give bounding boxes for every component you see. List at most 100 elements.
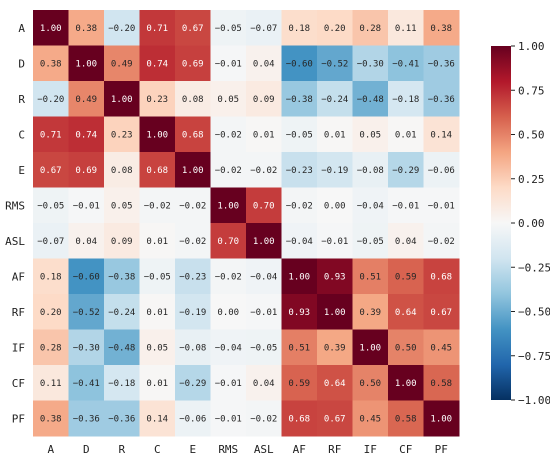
cell-value-label: 0.67 <box>324 414 346 424</box>
cell-value-label: 0.09 <box>111 237 133 247</box>
cell-value-label: 0.69 <box>75 166 97 176</box>
heatmap-cell-E-RMS <box>210 152 247 188</box>
heatmap-cell-E-AF <box>281 152 318 188</box>
heatmap-cell-PF-C <box>139 400 176 437</box>
cell-value-label: 0.70 <box>217 237 239 247</box>
heatmap-cell-AF-RF <box>317 258 353 295</box>
heatmap-cell-C-CF <box>388 116 424 153</box>
cell-value-label: 0.05 <box>146 343 168 353</box>
cell-value-label: 0.28 <box>40 343 62 353</box>
cell-value-label: −0.02 <box>215 130 242 140</box>
heatmap-cell-R-D <box>68 81 105 117</box>
heatmap-cell-IF-AF <box>281 329 318 366</box>
cell-value-label: −0.36 <box>73 414 100 424</box>
cell-value-label: −0.05 <box>215 24 242 34</box>
cell-value-label: −0.23 <box>179 272 206 282</box>
heatmap-cell-RMS-RF <box>317 187 353 224</box>
colorbar-tick-label: 0.25 <box>518 173 545 186</box>
cell-value-label: 0.49 <box>111 59 133 69</box>
heatmap-cell-R-C <box>139 81 176 117</box>
heatmap-cell-RF-AF <box>281 294 318 330</box>
heatmap-cell-PF-D <box>68 400 105 437</box>
heatmap-cell-AF-D <box>68 258 105 295</box>
cell-value-label: −0.01 <box>215 59 242 69</box>
cell-value-label: 0.64 <box>324 379 346 389</box>
heatmap-cell-IF-E <box>175 329 211 366</box>
heatmap-cell-AF-PF <box>423 258 460 295</box>
heatmap-cell-RF-IF <box>352 294 389 330</box>
heatmap-cell-E-ASL <box>246 152 282 188</box>
cell-value-label: −0.05 <box>286 130 313 140</box>
heatmap-cell-C-PF <box>423 116 460 153</box>
heatmap-cell-CF-D <box>68 365 105 401</box>
cell-value-label: 0.14 <box>430 130 452 140</box>
cell-value-label: 0.74 <box>146 59 168 69</box>
cell-value-label: 0.04 <box>395 237 417 247</box>
cell-value-label: −0.38 <box>286 95 313 105</box>
heatmap-cell-PF-RF <box>317 400 353 437</box>
heatmap-cell-RMS-RMS <box>210 187 247 224</box>
cell-value-label: −0.18 <box>392 95 419 105</box>
cell-value-label: 0.01 <box>146 237 168 247</box>
cell-value-label: −0.19 <box>179 308 206 318</box>
heatmap-cells: 1.00 0.38 −0.20 0.71 0.67 −0.05 −0.07 0.18 0.20 0… <box>33 10 460 437</box>
heatmap-cell-E-RF <box>317 152 353 188</box>
y-tick-label: PF <box>12 412 25 425</box>
heatmap-cell-RMS-CF <box>388 187 424 224</box>
x-tick-label: ASL <box>254 443 274 456</box>
cell-value-label: −0.38 <box>108 272 135 282</box>
cell-value-label: −0.41 <box>73 379 100 389</box>
cell-value-label: −0.52 <box>73 308 100 318</box>
cell-value-label: 0.68 <box>430 272 452 282</box>
heatmap-cell-C-IF <box>352 116 389 153</box>
heatmap-cell-C-ASL <box>246 116 282 153</box>
y-tick-label: CF <box>12 377 25 390</box>
cell-value-label: −0.18 <box>108 379 135 389</box>
colorbar-tick-label: 0.00 <box>518 217 545 230</box>
heatmap-cell-A-D <box>68 10 105 46</box>
cell-value-label: 0.45 <box>430 343 452 353</box>
cell-value-label: −0.60 <box>286 59 313 69</box>
cell-value-label: −0.41 <box>392 59 419 69</box>
heatmap-cell-AF-R <box>104 258 140 295</box>
heatmap-cell-ASL-A <box>33 223 69 259</box>
cell-value-label: 0.93 <box>288 308 310 318</box>
cell-value-label: 0.58 <box>430 379 452 389</box>
heatmap-cell-PF-R <box>104 400 140 437</box>
heatmap-cell-AF-E <box>175 258 211 295</box>
heatmap-cell-D-PF <box>423 45 460 82</box>
cell-value-label: 1.00 <box>430 414 452 424</box>
heatmap-cell-RMS-AF <box>281 187 318 224</box>
heatmap-cell-PF-PF <box>423 400 460 437</box>
heatmap-cell-IF-CF <box>388 329 424 366</box>
cell-value-label: −0.01 <box>250 308 277 318</box>
heatmap-cell-RMS-C <box>139 187 176 224</box>
cell-value-label: 0.04 <box>253 59 275 69</box>
heatmap-cell-AF-C <box>139 258 176 295</box>
cell-value-label: 0.09 <box>253 95 275 105</box>
cell-value-label: −0.01 <box>73 201 100 211</box>
cell-value-label: −0.01 <box>215 379 242 389</box>
heatmap-cell-AF-AF <box>281 258 318 295</box>
x-tick-label: CF <box>399 443 412 456</box>
x-tick-label: E <box>189 443 196 456</box>
heatmap-cell-A-E <box>175 10 211 46</box>
cell-value-label: −0.36 <box>428 59 455 69</box>
cell-value-label: 0.38 <box>40 59 62 69</box>
heatmap-cell-C-C <box>139 116 176 153</box>
heatmap-cell-IF-C <box>139 329 176 366</box>
heatmap-cell-ASL-E <box>175 223 211 259</box>
cell-value-label: −0.05 <box>357 237 384 247</box>
colorbar-ticks: 1.00 0.75 0.50 0.25 0.00 −0.25 −0.50 −0.75 −1.00 <box>511 40 550 407</box>
y-tick-label: AF <box>12 270 25 283</box>
cell-value-label: 0.20 <box>40 308 62 318</box>
heatmap-cell-RF-RF <box>317 294 353 330</box>
heatmap-cell-D-ASL <box>246 45 282 82</box>
heatmap-cell-R-E <box>175 81 211 117</box>
cell-value-label: 1.00 <box>217 201 239 211</box>
cell-value-label: −0.02 <box>144 201 171 211</box>
cell-value-label: −0.60 <box>73 272 100 282</box>
heatmap-cell-CF-CF <box>388 365 424 401</box>
cell-value-label: −0.24 <box>108 308 135 318</box>
heatmap-cell-A-AF <box>281 10 318 46</box>
